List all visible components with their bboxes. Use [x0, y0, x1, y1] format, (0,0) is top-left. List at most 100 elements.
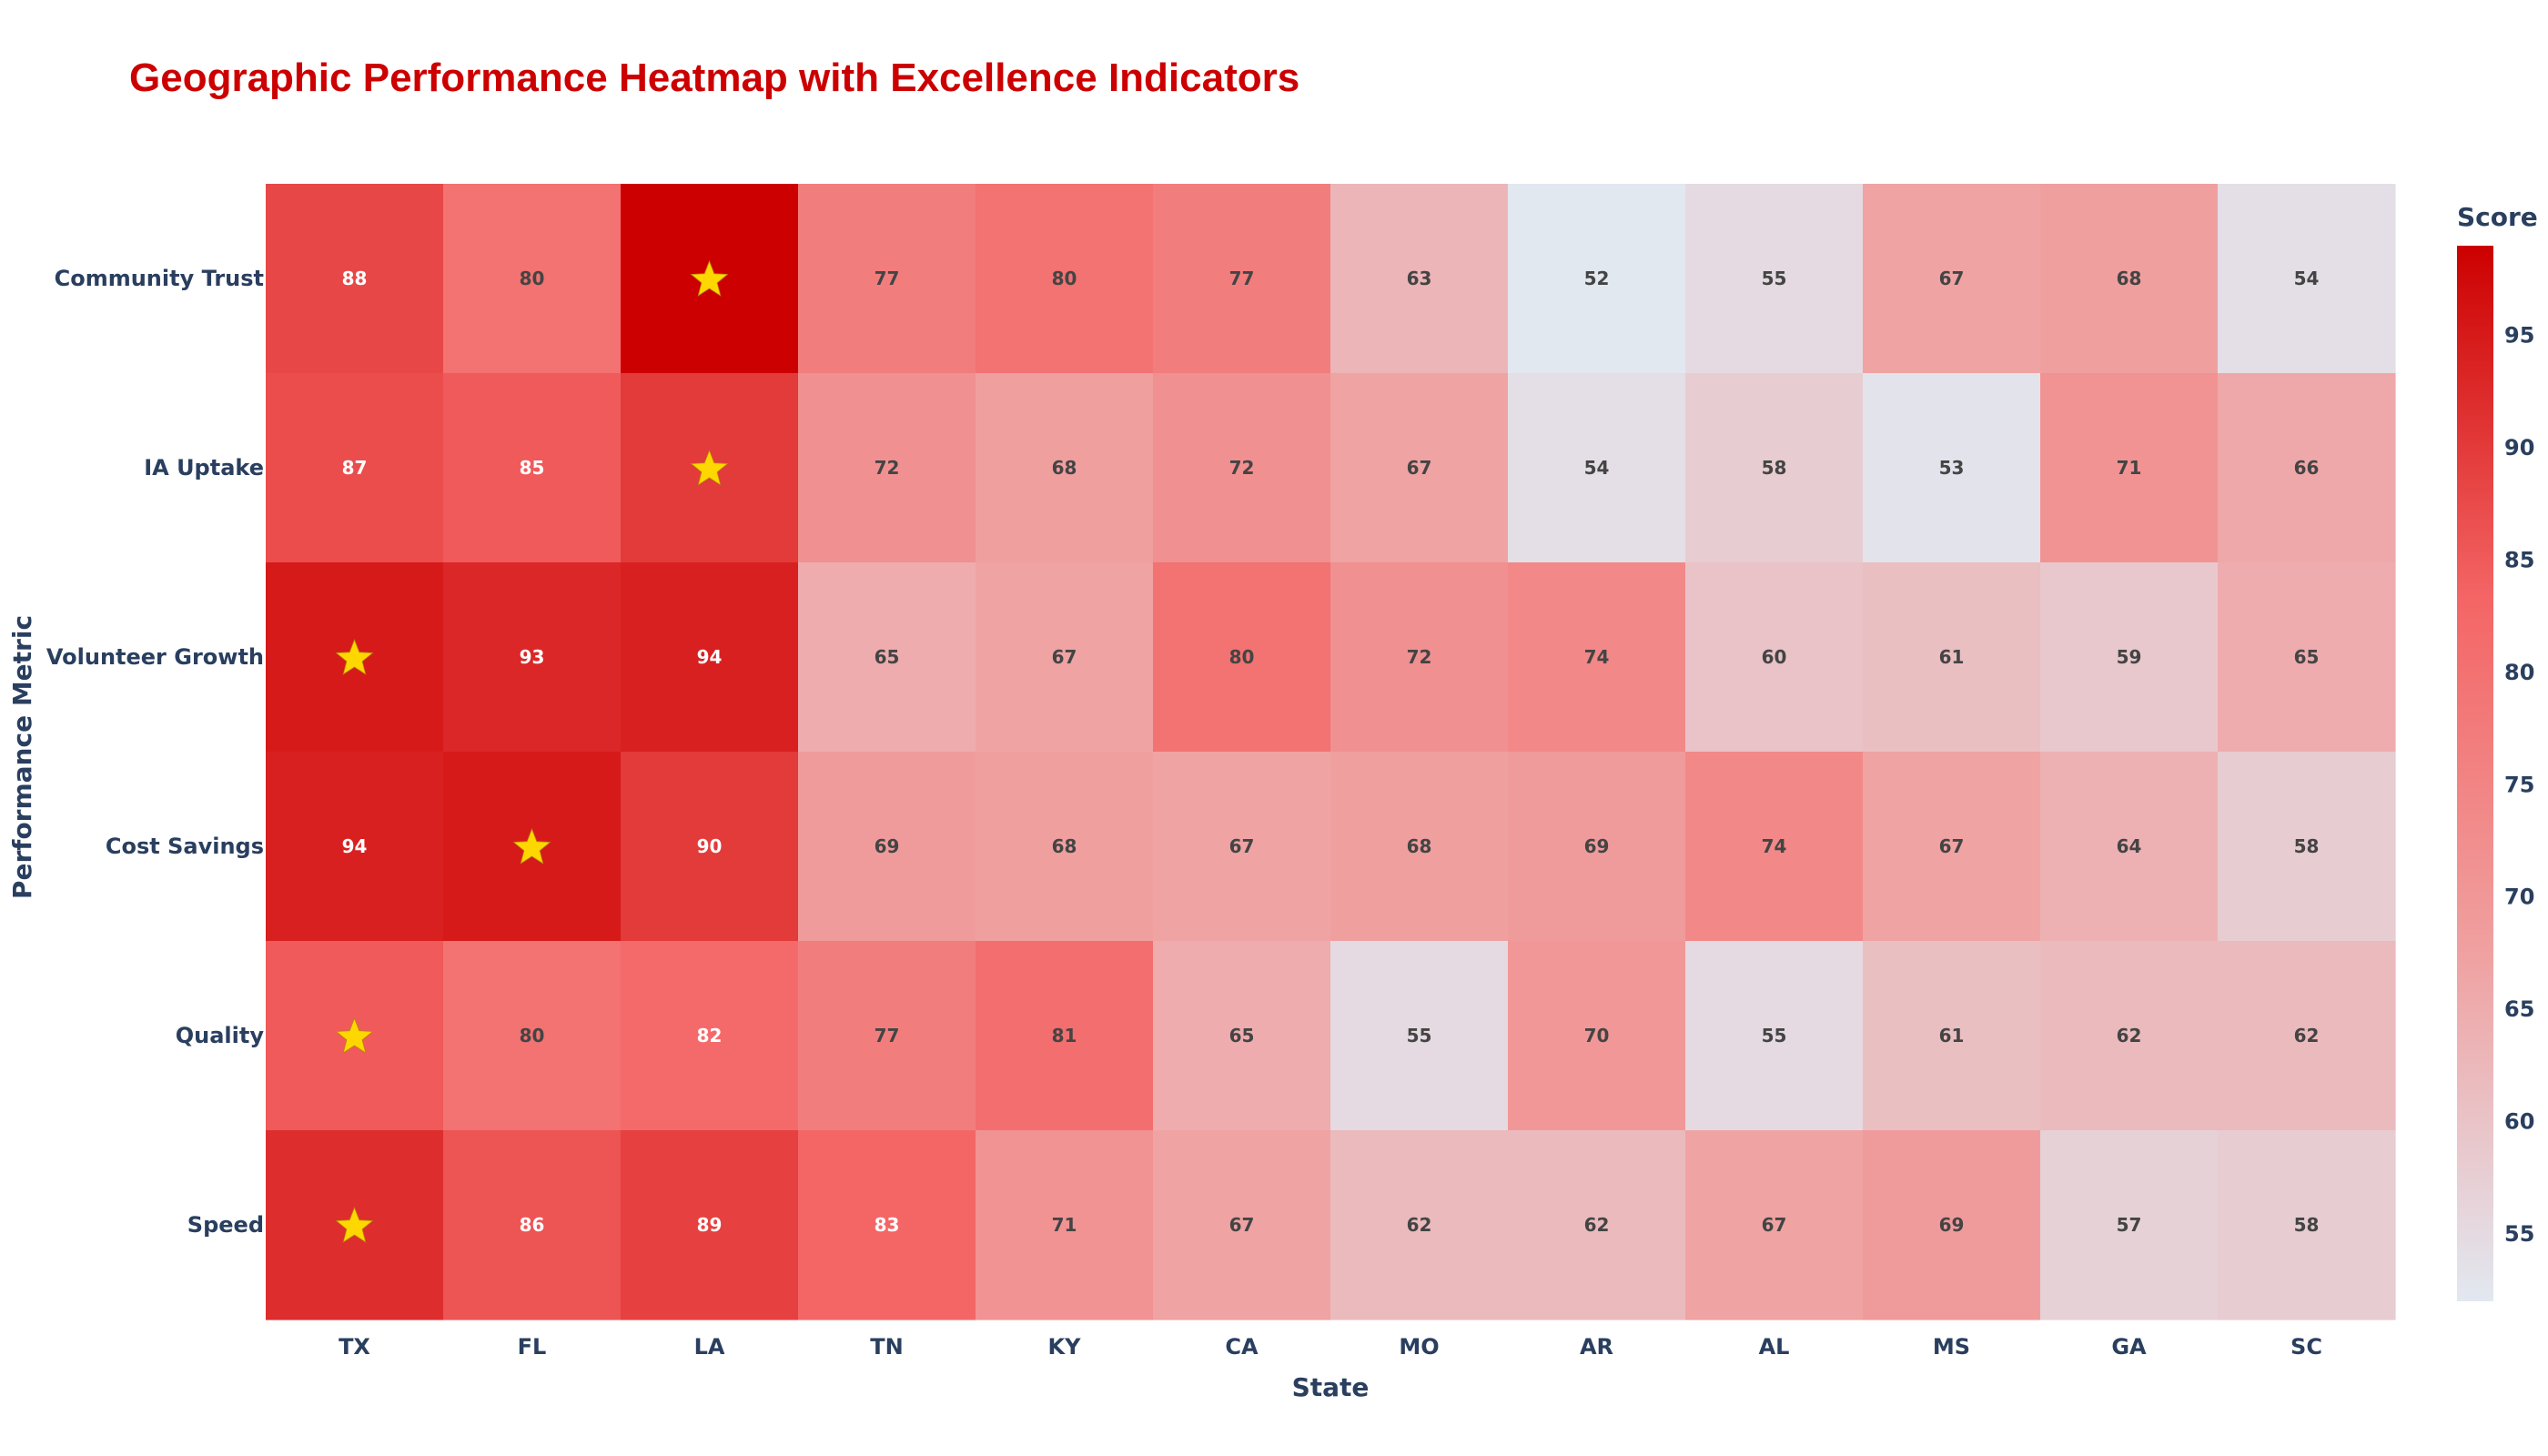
cell-value-label: 85	[520, 457, 545, 479]
cell-value-label: 69	[1584, 835, 1610, 857]
cell-value-label: 68	[2117, 268, 2142, 289]
heatmap-cell-tn-4	[798, 941, 976, 1131]
x-tick-label: TX	[339, 1334, 370, 1360]
cell-value-label: 68	[1052, 457, 1077, 479]
heatmap-cell-fl-4	[443, 941, 622, 1131]
y-tick-label: Cost Savings	[106, 834, 264, 859]
cell-value-label: 64	[2117, 835, 2142, 857]
cell-value-label: 67	[1762, 1214, 1787, 1236]
heatmap-cell-mo-2	[1330, 562, 1509, 753]
cell-value-label: 59	[2117, 646, 2142, 668]
heatmap-cell-sc-5	[2218, 1130, 2396, 1320]
colorbar-tick-label: 60	[2504, 1109, 2534, 1135]
excellence-star-icon	[335, 1206, 374, 1243]
cell-value-label: 54	[1584, 457, 1610, 479]
x-tick-label: SC	[2290, 1334, 2322, 1360]
cell-value-label: 62	[1407, 1214, 1432, 1236]
cell-value-label: 58	[2294, 1214, 2320, 1236]
chart-title: Geographic Performance Heatmap with Exce…	[129, 56, 1299, 100]
cell-value-label: 61	[1939, 646, 1965, 668]
y-axis-title: Performance Metric	[7, 615, 37, 899]
heatmap-cell-la-3	[621, 752, 799, 942]
heatmap-cell-ms-1	[1863, 373, 2041, 563]
heatmap-cell-al-2	[1685, 562, 1864, 753]
colorbar-tick-label: 70	[2504, 885, 2534, 910]
x-tick-label: CA	[1225, 1334, 1259, 1360]
heatmap-cell-ga-4	[2040, 941, 2219, 1131]
x-tick-label: GA	[2111, 1334, 2147, 1360]
cell-value-label: 54	[2294, 268, 2320, 289]
colorbar-title: Score	[2457, 202, 2538, 232]
cell-value-label: 80	[520, 1025, 545, 1046]
cell-value-label: 74	[1584, 646, 1610, 668]
heatmap-cell-ar-1	[1508, 373, 1686, 563]
heatmap-cell-ky-0	[976, 184, 1154, 374]
colorbar-tick-label: 90	[2504, 435, 2534, 460]
cell-value-label: 94	[697, 646, 723, 668]
excellence-star-icon	[690, 259, 729, 297]
x-tick-label: MS	[1933, 1334, 1970, 1360]
x-tick-label: FL	[518, 1334, 547, 1360]
heatmap-cell-al-4	[1685, 941, 1864, 1131]
cell-value-label: 71	[1052, 1214, 1077, 1236]
cell-value-label: 93	[520, 646, 545, 668]
heatmap-cell-al-5	[1685, 1130, 1864, 1320]
heatmap-cell-ms-2	[1863, 562, 2041, 753]
heatmap-cell-sc-0	[2218, 184, 2396, 374]
heatmap-cell-fl-5	[443, 1130, 622, 1320]
colorbar: Score 55 60 65 70 75 80 85 90 95	[2457, 202, 2538, 1301]
heatmap-cell-ky-5	[976, 1130, 1154, 1320]
cell-value-label: 77	[1229, 268, 1255, 289]
heatmap-cell-tn-0	[798, 184, 976, 374]
x-tick-label: MO	[1399, 1334, 1439, 1360]
colorbar-tick-labels: 55 60 65 70 75 80 85 90 95	[2504, 323, 2534, 1247]
cell-value-label: 67	[1052, 646, 1077, 668]
cell-value-label: 71	[2117, 457, 2142, 479]
heatmap-cell-mo-5	[1330, 1130, 1509, 1320]
cell-value-label: 89	[697, 1214, 723, 1236]
heatmap-cell-sc-2	[2218, 562, 2396, 753]
cell-value-label: 62	[2294, 1025, 2320, 1046]
cell-value-label: 67	[1939, 268, 1965, 289]
heatmap-cell-ca-4	[1153, 941, 1331, 1131]
x-axis-tick-labels: TX FL LA TN KY CA MO AR AL MS GA SC	[339, 1334, 2322, 1360]
heatmap-cell-fl-1	[443, 373, 622, 563]
colorbar-tick-label: 80	[2504, 660, 2534, 685]
heatmap-cell-sc-4	[2218, 941, 2396, 1131]
x-tick-label: TN	[870, 1334, 903, 1360]
heatmap-cell-tx-0	[266, 184, 444, 374]
cell-value-label: 80	[1229, 646, 1255, 668]
heatmap-cell-sc-3	[2218, 752, 2396, 942]
cell-value-label: 65	[2294, 646, 2320, 668]
y-tick-label: Community Trust	[55, 266, 264, 291]
y-axis-tick-labels: Community Trust IA Uptake Volunteer Growth…	[46, 266, 264, 1238]
heatmap-cell-fl-2	[443, 562, 622, 753]
cell-value-label: 67	[1229, 1214, 1255, 1236]
heatmap-cell-ca-5	[1153, 1130, 1331, 1320]
x-axis-title: State	[1292, 1372, 1370, 1402]
cell-value-label: 52	[1584, 268, 1610, 289]
cell-value-label: 62	[2117, 1025, 2142, 1046]
heatmap-cell-sc-1	[2218, 373, 2396, 563]
heatmap-cell-ga-3	[2040, 752, 2219, 942]
cell-value-label: 72	[1407, 646, 1432, 668]
heatmap-cell-ca-3	[1153, 752, 1331, 942]
excellence-star-icon	[335, 638, 374, 675]
heatmap-cell-ms-0	[1863, 184, 2041, 374]
cell-value-label: 80	[520, 268, 545, 289]
cell-value-label: 53	[1939, 457, 1965, 479]
heatmap-cell-tx-1	[266, 373, 444, 563]
heatmap-cell-ar-5	[1508, 1130, 1686, 1320]
cell-value-label: 81	[1052, 1025, 1077, 1046]
heatmap-cell-ms-5	[1863, 1130, 2041, 1320]
heatmap-cell-mo-1	[1330, 373, 1509, 563]
heatmap-cell-ar-2	[1508, 562, 1686, 753]
cell-value-label: 55	[1762, 268, 1787, 289]
heatmap-cell-tx-3	[266, 752, 444, 942]
cell-value-label: 57	[2117, 1214, 2142, 1236]
heatmap-cell-ky-4	[976, 941, 1154, 1131]
heatmap-cell-ca-1	[1153, 373, 1331, 563]
colorbar-tick-label: 65	[2504, 996, 2534, 1022]
x-tick-label: LA	[694, 1334, 725, 1360]
heatmap-cell-la-2	[621, 562, 799, 753]
